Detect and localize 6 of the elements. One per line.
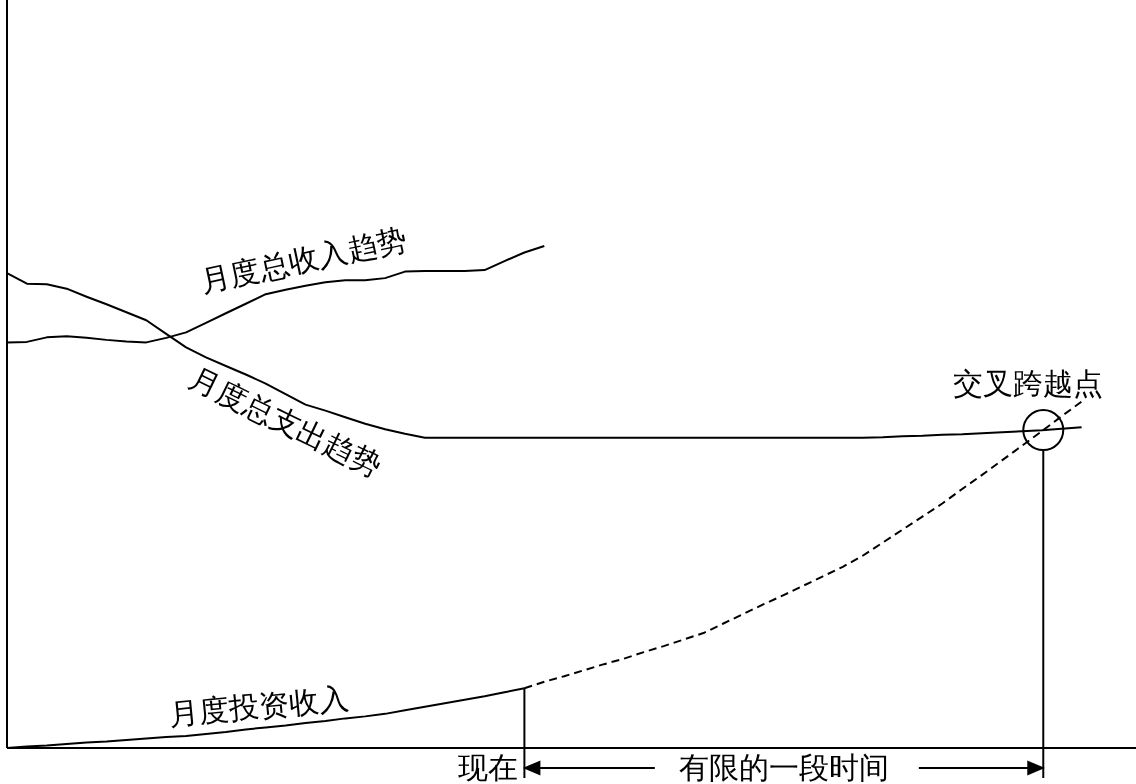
- text: 现在: [458, 750, 519, 784]
- text: 月度总收入趋势: [197, 221, 410, 300]
- text: 月度总支出趋势: [183, 360, 388, 484]
- text: 有限的一段时间: [678, 750, 889, 784]
- text: 月度投资收入: [167, 680, 351, 733]
- annotation: 交叉跨越点: [953, 366, 1104, 402]
